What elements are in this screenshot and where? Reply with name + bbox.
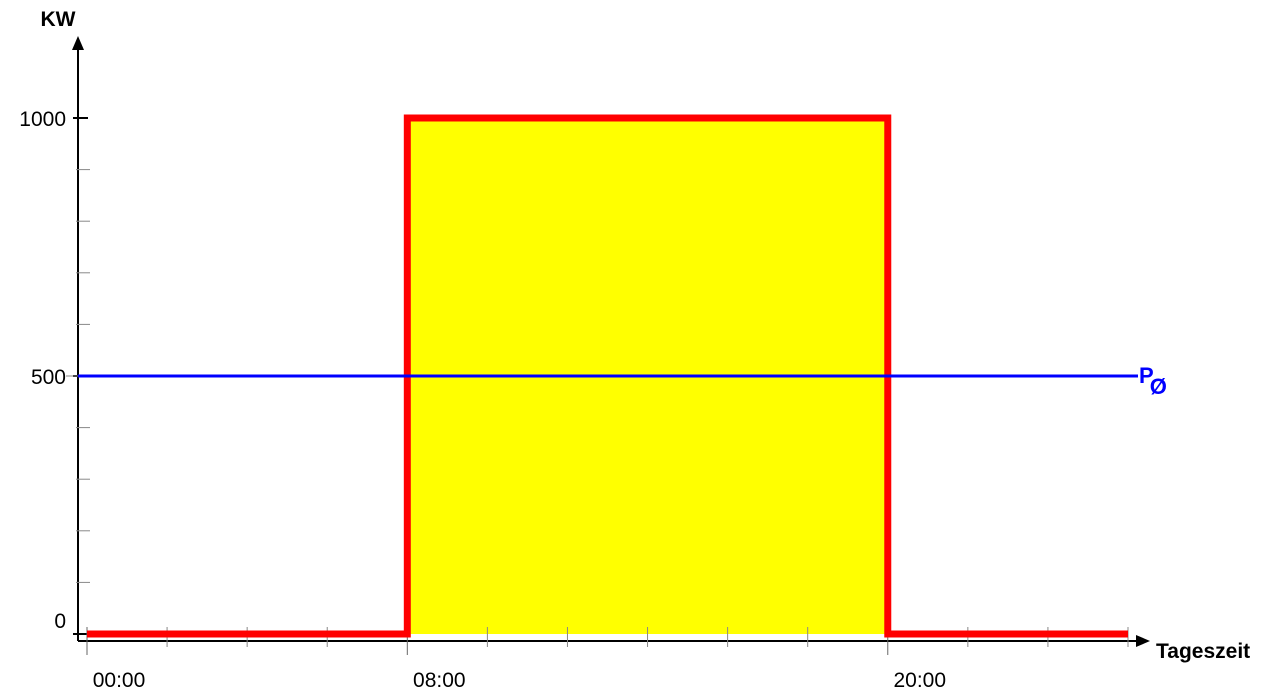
average-reference-label: PØ — [1139, 363, 1167, 399]
y-tick-label: 1000 — [19, 108, 66, 131]
x-tick-label: 20:00 — [893, 669, 946, 692]
x-axis-title: Tageszeit — [1156, 640, 1250, 663]
x-tick-label: 08:00 — [413, 669, 466, 692]
y-tick-label: 0 — [54, 610, 66, 633]
reference-label-sub: Ø — [1150, 374, 1167, 399]
x-tick-label: 00:00 — [93, 669, 146, 692]
y-tick-label: 500 — [31, 366, 66, 389]
reference-label-main: P — [1139, 363, 1154, 388]
y-axis-arrow-icon — [72, 36, 84, 50]
y-axis-title: KW — [41, 8, 76, 31]
x-axis-arrow-icon — [1136, 635, 1150, 647]
series-line — [87, 114, 1128, 638]
